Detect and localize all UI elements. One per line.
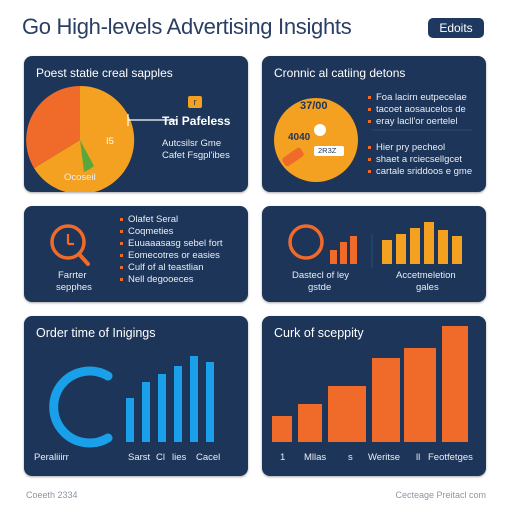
detail-line: eray lacll'or oertelel	[368, 116, 458, 127]
detail-line: Hier pry pecheol	[368, 142, 445, 153]
capacity-label: Feotfetges	[428, 452, 473, 463]
left-caption: gstde	[308, 282, 332, 293]
capacity-label: Weritse	[368, 452, 401, 463]
capacity-chart	[272, 326, 468, 442]
capacity-label: ll	[416, 452, 421, 463]
mini-bar	[424, 222, 434, 264]
detail-line: cartale sriddoos e gme	[368, 166, 472, 177]
capacity-label: Mllas	[304, 452, 327, 463]
detail-line: tacoet aosaucelos de	[368, 104, 466, 115]
pie-chart	[26, 85, 176, 192]
gauge-handle	[282, 147, 304, 167]
supplies-item: Eomecotres or easies	[120, 250, 220, 261]
left-caption: Dastecl of ley	[292, 270, 350, 281]
order-label: Peraliiirr	[34, 452, 69, 463]
order-label: Cl	[156, 452, 165, 463]
order-label: lies	[172, 452, 187, 463]
gauge-value-chip	[314, 146, 344, 156]
orange-bar	[372, 358, 400, 442]
card-title: Curk of sceppity	[274, 326, 364, 340]
blue-arc	[49, 366, 113, 448]
blue-bar	[190, 356, 198, 442]
pie-text-line: Autcsilsr Gme	[162, 138, 222, 149]
pie-badge-label: r	[193, 97, 197, 107]
page-title: Go High-levels Advertising Insights	[22, 14, 352, 39]
supplies-caption: sepphes	[56, 282, 92, 293]
mini-bar	[452, 236, 462, 264]
ring-icon	[288, 224, 324, 260]
mini-bar	[382, 240, 392, 264]
pie-badge: r	[188, 96, 202, 108]
orange-bar	[298, 404, 322, 442]
right-caption: gales	[416, 282, 439, 293]
pie-slice-green	[80, 140, 94, 172]
card-capacity: Curk of sceppity 1 Mllas s Weritse ll Fe…	[262, 316, 486, 476]
orange-bar	[328, 386, 366, 442]
pie-slice-orange	[26, 86, 80, 168]
supplies-item: Euuaaasasg sebel fort	[120, 238, 223, 249]
detail-line: Foa lacirn eutpecelae	[368, 92, 467, 103]
blue-bar	[142, 382, 150, 442]
orange-bar	[272, 416, 292, 442]
pie-slice-label: I5	[106, 136, 114, 147]
pie-text-line: Cafet Fsgpl'ibes	[162, 150, 230, 161]
capacity-label: 1	[280, 452, 286, 463]
mini-bar-graphic	[288, 222, 462, 268]
order-time-chart	[49, 356, 214, 448]
orange-bar	[404, 348, 436, 442]
gauge-value-top: 37/00	[300, 100, 328, 112]
blue-bar	[158, 374, 166, 442]
card-creative-samples: Poest statie creal sapples I5 r Tai Pafe…	[24, 56, 248, 192]
capacity-label: s	[348, 452, 353, 463]
blue-bar	[174, 366, 182, 442]
supplies-item: Coqmeties	[120, 226, 173, 237]
card-cronnic-details: Cronnic al catiing detons 37/00 4040 2R3…	[262, 56, 486, 192]
mini-bar	[410, 228, 420, 264]
gauge-badge: 2R3Z	[318, 146, 337, 155]
supplies-caption: Farrter	[58, 270, 87, 281]
blue-bar	[126, 398, 134, 442]
gauge-graphic	[274, 98, 472, 182]
order-label: Cacel	[196, 452, 221, 463]
mini-bar	[396, 234, 406, 264]
supplies-item: Culf of al teastlian	[120, 262, 204, 273]
card-title: Cronnic al catiing detons	[274, 66, 406, 80]
gauge-center	[314, 124, 326, 136]
mini-bar	[340, 242, 347, 264]
orange-bar	[442, 326, 468, 442]
footer-right: Cecteage Preitacl com	[395, 490, 486, 500]
order-label: Sarst	[128, 452, 151, 463]
card-title: Poest statie creal sapples	[36, 66, 173, 80]
mini-bar	[350, 236, 357, 264]
mini-bar	[438, 230, 448, 264]
card-acceleration: Dastecl of ley gstde Accetmeletion gales	[262, 206, 486, 302]
card-order-time: Order time of Inigings Peraliiirr Sarst …	[24, 316, 248, 476]
pie-caption: Ocoseil	[64, 172, 96, 183]
card-title: Order time of Inigings	[36, 326, 156, 340]
footer-left: Coeeth 2334	[26, 490, 78, 500]
edit-button[interactable]: Edoits	[428, 18, 484, 38]
pie-slice-amber	[34, 85, 135, 192]
detail-line: shaet a rciecsellgcet	[368, 154, 462, 165]
supplies-item: Nell degooeces	[120, 274, 194, 285]
card-supplies: Farrter sepphes Olafet Seral Coqmeties E…	[24, 206, 248, 302]
gauge-value-mid: 4040	[288, 132, 311, 143]
supplies-item: Olafet Seral	[120, 214, 178, 225]
right-caption: Accetmeletion	[396, 270, 456, 281]
magnifier-icon	[50, 224, 90, 266]
mini-bar	[330, 250, 337, 264]
blue-bar	[206, 362, 214, 442]
pie-heading: Tai Pafeless	[162, 114, 231, 128]
